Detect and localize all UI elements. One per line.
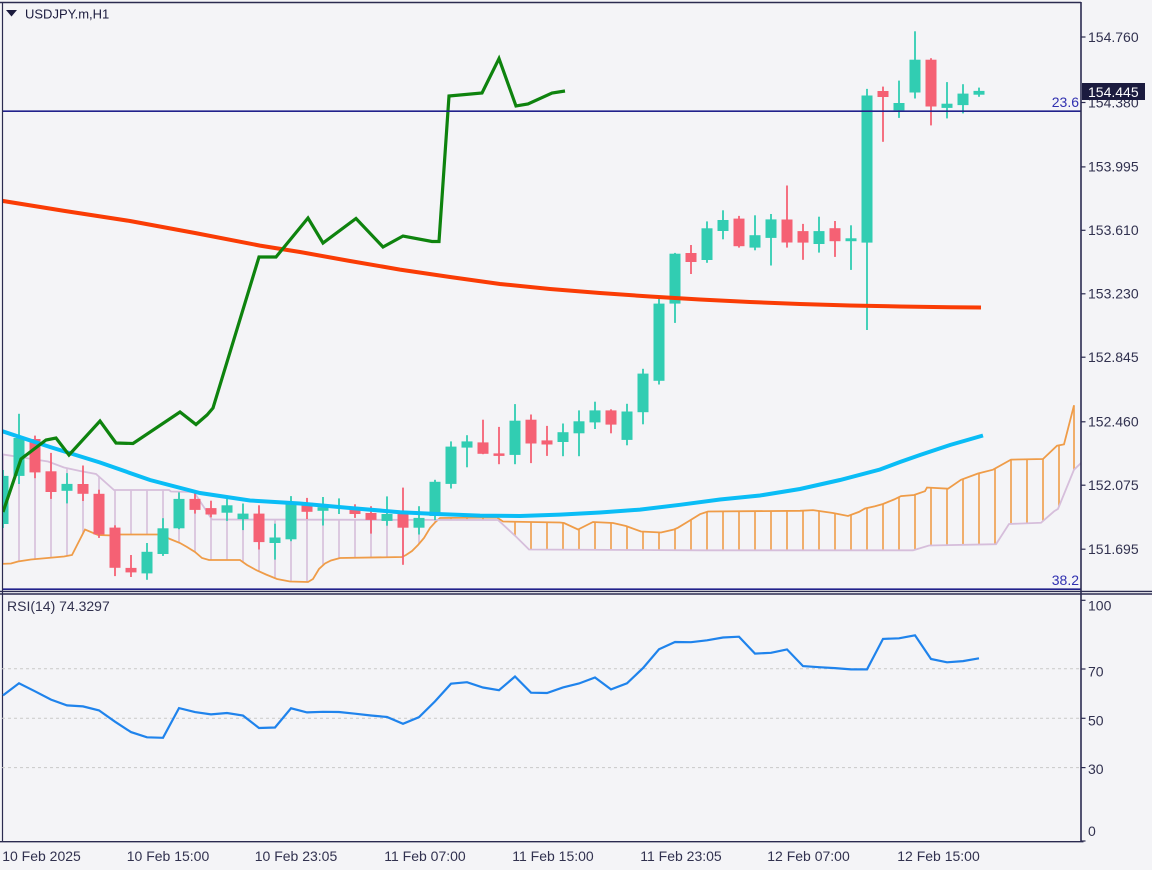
svg-text:70: 70 — [1088, 664, 1104, 680]
svg-text:10 Feb 23:05: 10 Feb 23:05 — [255, 848, 338, 864]
svg-text:50: 50 — [1088, 713, 1104, 729]
svg-text:23.6: 23.6 — [1052, 94, 1079, 110]
svg-text:153.610: 153.610 — [1088, 222, 1139, 238]
svg-text:154.760: 154.760 — [1088, 29, 1139, 45]
svg-text:152.460: 152.460 — [1088, 414, 1139, 430]
svg-text:151.695: 151.695 — [1088, 541, 1139, 557]
svg-text:154.445: 154.445 — [1088, 84, 1139, 100]
svg-text:11 Feb 15:00: 11 Feb 15:00 — [512, 848, 594, 864]
svg-text:RSI(14) 74.3297: RSI(14) 74.3297 — [7, 598, 110, 614]
svg-text:38.2: 38.2 — [1052, 572, 1079, 588]
svg-text:30: 30 — [1088, 761, 1104, 777]
svg-text:11 Feb 23:05: 11 Feb 23:05 — [640, 848, 722, 864]
svg-text:100: 100 — [1088, 597, 1112, 613]
svg-text:11 Feb 07:00: 11 Feb 07:00 — [384, 848, 466, 864]
svg-text:12 Feb 07:00: 12 Feb 07:00 — [767, 848, 850, 864]
svg-text:10 Feb 15:00: 10 Feb 15:00 — [127, 848, 210, 864]
svg-text:12 Feb 15:00: 12 Feb 15:00 — [897, 848, 980, 864]
svg-text:0: 0 — [1088, 823, 1096, 839]
svg-text:USDJPY.m,H1: USDJPY.m,H1 — [25, 7, 109, 22]
svg-text:10 Feb 2025: 10 Feb 2025 — [2, 848, 81, 864]
svg-text:152.075: 152.075 — [1088, 477, 1139, 493]
svg-text:153.230: 153.230 — [1088, 286, 1139, 302]
svg-text:153.995: 153.995 — [1088, 159, 1139, 175]
svg-text:152.845: 152.845 — [1088, 349, 1139, 365]
